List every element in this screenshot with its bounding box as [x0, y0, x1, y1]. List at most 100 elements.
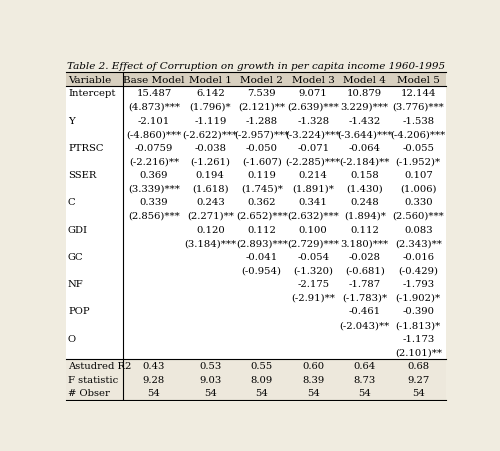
Text: 54: 54 — [358, 388, 371, 397]
Text: O: O — [68, 334, 76, 343]
Text: (-2.957)***: (-2.957)*** — [234, 130, 289, 139]
Text: -0.064: -0.064 — [348, 143, 380, 152]
Text: -0.050: -0.050 — [246, 143, 278, 152]
Text: (2.101)**: (2.101)** — [395, 348, 442, 357]
Text: 0.362: 0.362 — [248, 198, 276, 207]
Text: GDI: GDI — [68, 225, 88, 234]
Text: (-2.622)***: (-2.622)*** — [182, 130, 238, 139]
Text: (-2.184)**: (-2.184)** — [340, 157, 390, 166]
Text: (1.894)*: (1.894)* — [344, 212, 386, 221]
Text: 12.144: 12.144 — [400, 89, 436, 98]
Text: 3.180)***: 3.180)*** — [340, 239, 389, 248]
Text: 54: 54 — [307, 388, 320, 397]
Bar — [66, 73, 446, 87]
Text: -1.793: -1.793 — [402, 280, 434, 289]
Text: 0.194: 0.194 — [196, 171, 224, 179]
Text: Variable: Variable — [68, 75, 111, 84]
Text: (2.343)**: (2.343)** — [395, 239, 442, 248]
Text: C: C — [68, 198, 76, 207]
Text: 0.55: 0.55 — [250, 361, 273, 370]
Text: 0.214: 0.214 — [299, 171, 328, 179]
Text: -2.175: -2.175 — [297, 280, 330, 289]
Text: (-2.216)**: (-2.216)** — [129, 157, 179, 166]
Text: (2.639)***: (2.639)*** — [288, 103, 339, 112]
Text: Model 5: Model 5 — [397, 75, 440, 84]
Text: (-4.860)***: (-4.860)*** — [126, 130, 182, 139]
Text: 54: 54 — [204, 388, 216, 397]
Bar — [66, 386, 446, 400]
Text: 8.73: 8.73 — [354, 375, 376, 384]
Text: Model 1: Model 1 — [189, 75, 232, 84]
Text: 0.64: 0.64 — [354, 361, 376, 370]
Text: 0.43: 0.43 — [142, 361, 165, 370]
Text: (-3.224)***: (-3.224)*** — [286, 130, 341, 139]
Text: -0.041: -0.041 — [246, 253, 278, 261]
Text: 0.341: 0.341 — [299, 198, 328, 207]
Text: 0.107: 0.107 — [404, 171, 432, 179]
Text: (2.121)**: (2.121)** — [238, 103, 285, 112]
Text: -1.119: -1.119 — [194, 116, 226, 125]
Text: -0.038: -0.038 — [194, 143, 226, 152]
Text: (-1.902)*: (-1.902)* — [396, 293, 441, 302]
Text: 9.071: 9.071 — [299, 89, 328, 98]
Text: POP: POP — [68, 307, 90, 316]
Text: (4.873)***: (4.873)*** — [128, 103, 180, 112]
Text: (-0.429): (-0.429) — [398, 266, 438, 275]
Text: (-1.261): (-1.261) — [190, 157, 230, 166]
Text: (-2.043)**: (-2.043)** — [340, 320, 390, 329]
Text: (-3.644)***: (-3.644)*** — [337, 130, 392, 139]
Text: 7.539: 7.539 — [248, 89, 276, 98]
Text: 0.60: 0.60 — [302, 361, 324, 370]
Text: (3.776)***: (3.776)*** — [392, 103, 444, 112]
Text: 0.53: 0.53 — [199, 361, 222, 370]
Text: -1.328: -1.328 — [297, 116, 330, 125]
Text: Y: Y — [68, 116, 74, 125]
Text: (-1.783)*: (-1.783)* — [342, 293, 388, 302]
Text: Table 2. Effect of Corruption on growth in per capita income 1960-1995: Table 2. Effect of Corruption on growth … — [67, 62, 446, 71]
Text: PTRSC: PTRSC — [68, 143, 104, 152]
Text: 0.158: 0.158 — [350, 171, 379, 179]
Text: (-0.954): (-0.954) — [242, 266, 282, 275]
Text: 8.39: 8.39 — [302, 375, 324, 384]
Text: Base Model: Base Model — [123, 75, 184, 84]
Text: (1.891)*: (1.891)* — [292, 184, 334, 193]
Text: 15.487: 15.487 — [136, 89, 172, 98]
Text: 0.243: 0.243 — [196, 198, 224, 207]
Text: 0.100: 0.100 — [299, 225, 328, 234]
Text: -0.071: -0.071 — [297, 143, 330, 152]
Text: (1.430): (1.430) — [346, 184, 383, 193]
Text: -1.787: -1.787 — [348, 280, 381, 289]
Text: # Obser: # Obser — [68, 388, 110, 397]
Text: -1.288: -1.288 — [246, 116, 278, 125]
Text: (-1.607): (-1.607) — [242, 157, 282, 166]
Text: 9.28: 9.28 — [143, 375, 165, 384]
Text: -0.461: -0.461 — [348, 307, 381, 316]
Text: 0.369: 0.369 — [140, 171, 168, 179]
Text: -1.538: -1.538 — [402, 116, 434, 125]
Text: Intercept: Intercept — [68, 89, 116, 98]
Text: (2.632)***: (2.632)*** — [288, 212, 339, 221]
Text: Astudred R2: Astudred R2 — [68, 361, 132, 370]
Text: (2.560)***: (2.560)*** — [392, 212, 444, 221]
Text: (1.796)*: (1.796)* — [190, 103, 231, 112]
Text: (2.856)***: (2.856)*** — [128, 212, 180, 221]
Text: (-1.813)*: (-1.813)* — [396, 320, 441, 329]
Text: Model 3: Model 3 — [292, 75, 335, 84]
Text: -0.016: -0.016 — [402, 253, 434, 261]
Bar — [66, 359, 446, 373]
Text: (2.652)***: (2.652)*** — [236, 212, 288, 221]
Text: 0.330: 0.330 — [404, 198, 432, 207]
Bar — [66, 373, 446, 386]
Text: 0.339: 0.339 — [140, 198, 168, 207]
Text: 9.03: 9.03 — [199, 375, 222, 384]
Text: -0.0759: -0.0759 — [134, 143, 173, 152]
Text: 54: 54 — [412, 388, 424, 397]
Text: (-1.952)*: (-1.952)* — [396, 157, 441, 166]
Text: -0.054: -0.054 — [297, 253, 330, 261]
Text: Model 4: Model 4 — [344, 75, 386, 84]
Text: 6.142: 6.142 — [196, 89, 224, 98]
Text: 3.229)***: 3.229)*** — [340, 103, 388, 112]
Text: -0.028: -0.028 — [348, 253, 380, 261]
Text: 0.112: 0.112 — [248, 225, 276, 234]
Text: NF: NF — [68, 280, 84, 289]
